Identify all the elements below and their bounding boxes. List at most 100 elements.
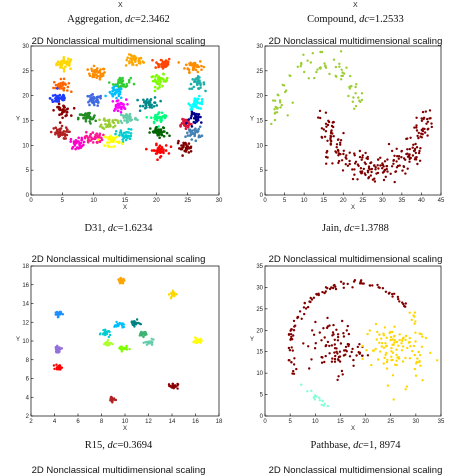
data-point (160, 133, 164, 137)
data-point (62, 77, 66, 81)
data-point (386, 358, 389, 362)
data-point (96, 104, 99, 107)
caption-name: R15 (84, 440, 103, 451)
data-point (48, 97, 52, 100)
data-point (156, 147, 160, 150)
data-point (62, 69, 66, 73)
data-point (286, 114, 289, 117)
data-point (109, 137, 112, 141)
data-point (334, 287, 338, 291)
data-point (142, 98, 145, 102)
data-point (133, 117, 137, 121)
data-point (306, 390, 309, 393)
data-point (84, 119, 88, 123)
data-point (122, 83, 125, 86)
data-point (69, 67, 72, 70)
data-point (98, 78, 102, 81)
data-point (333, 338, 336, 341)
data-point (352, 364, 355, 367)
data-point (188, 129, 192, 133)
data-point (436, 359, 439, 362)
data-point (157, 65, 160, 69)
data-point (162, 149, 165, 153)
data-point (89, 97, 93, 100)
data-point (153, 117, 157, 121)
data-point (377, 358, 380, 361)
data-point (182, 119, 185, 123)
data-point (313, 347, 317, 350)
data-point (90, 67, 93, 71)
data-point (165, 76, 169, 80)
data-point (99, 96, 102, 100)
data-point (361, 344, 364, 348)
data-point (186, 67, 190, 71)
data-point (296, 65, 299, 69)
data-point (186, 134, 190, 137)
data-point (111, 94, 115, 98)
data-point (127, 78, 131, 82)
data-point (183, 142, 186, 145)
data-point (134, 60, 137, 63)
data-point (154, 66, 157, 69)
data-point (119, 106, 122, 110)
data-point (346, 324, 349, 328)
data-point (195, 115, 199, 118)
data-point (194, 130, 198, 133)
data-point (157, 125, 160, 128)
data-point (88, 120, 91, 123)
data-point (115, 84, 119, 88)
data-point (160, 147, 163, 151)
data-point (158, 86, 161, 89)
data-point (126, 115, 129, 119)
y-tick-label: 30 (22, 44, 29, 50)
data-point (99, 76, 102, 79)
data-point (311, 329, 314, 332)
data-point (77, 147, 80, 150)
data-point (187, 142, 191, 145)
data-point (416, 357, 419, 360)
data-point (107, 125, 110, 128)
data-point (330, 360, 334, 363)
data-point (339, 342, 343, 345)
data-point (353, 279, 357, 282)
data-point (56, 130, 60, 134)
caption-aggregation: Aggregation, dc=2.3462 (67, 14, 170, 25)
data-point (104, 122, 107, 126)
data-point (407, 341, 411, 344)
data-point (411, 349, 414, 353)
data-point (54, 93, 57, 97)
data-point (159, 118, 162, 122)
data-point (117, 103, 120, 107)
data-point (199, 83, 202, 87)
data-point (98, 125, 102, 128)
data-point (120, 102, 123, 106)
data-point (119, 87, 123, 91)
data-point (393, 325, 396, 328)
data-point (393, 341, 396, 344)
panel-title-jain: 2D Nonclassical multidimensional scaling (268, 36, 443, 47)
data-point (92, 64, 96, 68)
data-point (338, 65, 341, 68)
data-point (338, 355, 342, 358)
data-point (312, 396, 316, 399)
data-point (389, 330, 392, 334)
data-point (139, 56, 143, 60)
data-point (158, 115, 161, 119)
data-point (119, 81, 123, 84)
data-point (366, 332, 369, 336)
data-point (307, 345, 310, 348)
data-point (152, 105, 156, 108)
data-point (93, 114, 96, 117)
data-point (296, 316, 299, 319)
data-point (361, 357, 364, 360)
data-point (198, 94, 201, 98)
data-point (290, 346, 293, 349)
data-point (392, 335, 396, 338)
y-tick-label: 25 (256, 307, 263, 313)
data-point (95, 76, 98, 80)
data-point (361, 282, 364, 285)
data-point (380, 341, 384, 345)
data-point (355, 354, 358, 357)
data-point (53, 80, 56, 84)
